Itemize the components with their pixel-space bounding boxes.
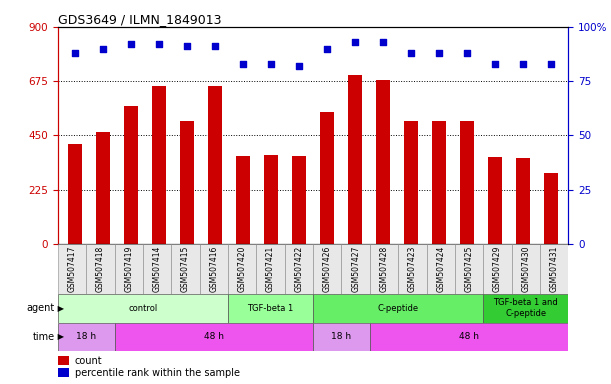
Text: ▶: ▶: [55, 333, 64, 341]
Bar: [483, 244, 511, 294]
Bar: [544, 173, 558, 244]
Text: GSM507414: GSM507414: [153, 245, 162, 292]
Bar: [180, 121, 194, 244]
Bar: [96, 132, 110, 244]
Bar: [285, 244, 313, 294]
Text: 18 h: 18 h: [331, 333, 351, 341]
Point: [546, 61, 556, 67]
Point: [266, 61, 276, 67]
Text: GSM507415: GSM507415: [181, 245, 190, 292]
Text: GSM507416: GSM507416: [210, 245, 219, 292]
Text: C-peptide: C-peptide: [378, 304, 419, 313]
Text: GSM507426: GSM507426: [323, 245, 332, 292]
Text: control: control: [128, 304, 158, 313]
Bar: [432, 121, 446, 244]
Text: GSM507419: GSM507419: [125, 245, 133, 292]
Text: GSM507420: GSM507420: [238, 245, 247, 292]
Text: GSM507428: GSM507428: [379, 245, 389, 291]
Point: [406, 50, 416, 56]
Bar: [292, 156, 306, 244]
Bar: [257, 244, 285, 294]
Bar: [228, 294, 313, 323]
Text: GSM507421: GSM507421: [266, 245, 275, 291]
Bar: [115, 323, 313, 351]
Bar: [426, 244, 455, 294]
Text: GSM507418: GSM507418: [96, 245, 105, 291]
Point: [519, 61, 529, 67]
Bar: [58, 244, 86, 294]
Bar: [313, 294, 483, 323]
Point: [491, 61, 500, 67]
Point: [378, 39, 388, 45]
Point: [126, 41, 136, 47]
Bar: [124, 106, 138, 244]
Bar: [460, 121, 474, 244]
Bar: [200, 244, 228, 294]
Point: [434, 50, 444, 56]
Bar: [86, 244, 115, 294]
Bar: [58, 323, 115, 351]
Point: [154, 41, 164, 47]
Bar: [115, 244, 143, 294]
Bar: [58, 356, 69, 366]
Text: GSM507422: GSM507422: [295, 245, 304, 291]
Text: GDS3649 / ILMN_1849013: GDS3649 / ILMN_1849013: [58, 13, 222, 26]
Point: [463, 50, 472, 56]
Text: time: time: [33, 332, 55, 342]
Bar: [455, 244, 483, 294]
Bar: [483, 294, 568, 323]
Bar: [68, 144, 82, 244]
Bar: [228, 244, 257, 294]
Text: GSM507429: GSM507429: [493, 245, 502, 292]
Bar: [376, 80, 390, 244]
Bar: [398, 244, 426, 294]
Text: 48 h: 48 h: [459, 333, 479, 341]
Bar: [516, 158, 530, 244]
Text: 48 h: 48 h: [204, 333, 224, 341]
Bar: [348, 75, 362, 244]
Text: ▶: ▶: [55, 304, 64, 313]
Point: [210, 43, 220, 50]
Bar: [313, 323, 370, 351]
Point: [98, 46, 108, 52]
Point: [70, 50, 80, 56]
Text: GSM507424: GSM507424: [436, 245, 445, 292]
Point: [182, 43, 192, 50]
Text: GSM507427: GSM507427: [351, 245, 360, 292]
Text: 18 h: 18 h: [76, 333, 97, 341]
Text: GSM507430: GSM507430: [521, 245, 530, 292]
Bar: [208, 86, 222, 244]
Text: GSM507425: GSM507425: [464, 245, 474, 292]
Point: [322, 46, 332, 52]
Bar: [58, 368, 69, 377]
Bar: [370, 244, 398, 294]
Text: percentile rank within the sample: percentile rank within the sample: [75, 368, 240, 378]
Bar: [320, 113, 334, 244]
Bar: [342, 244, 370, 294]
Bar: [152, 86, 166, 244]
Bar: [313, 244, 342, 294]
Bar: [488, 157, 502, 244]
Text: GSM507423: GSM507423: [408, 245, 417, 292]
Bar: [370, 323, 568, 351]
Text: GSM507417: GSM507417: [68, 245, 77, 292]
Bar: [264, 155, 278, 244]
Bar: [58, 294, 228, 323]
Text: count: count: [75, 356, 103, 366]
Text: TGF-beta 1 and
C-peptide: TGF-beta 1 and C-peptide: [493, 298, 558, 318]
Point: [350, 39, 360, 45]
Bar: [236, 156, 250, 244]
Point: [238, 61, 248, 67]
Bar: [404, 121, 419, 244]
Bar: [172, 244, 200, 294]
Bar: [540, 244, 568, 294]
Bar: [143, 244, 172, 294]
Text: agent: agent: [27, 303, 55, 313]
Point: [295, 63, 304, 69]
Text: TGF-beta 1: TGF-beta 1: [247, 304, 294, 313]
Bar: [511, 244, 540, 294]
Text: GSM507431: GSM507431: [549, 245, 558, 292]
